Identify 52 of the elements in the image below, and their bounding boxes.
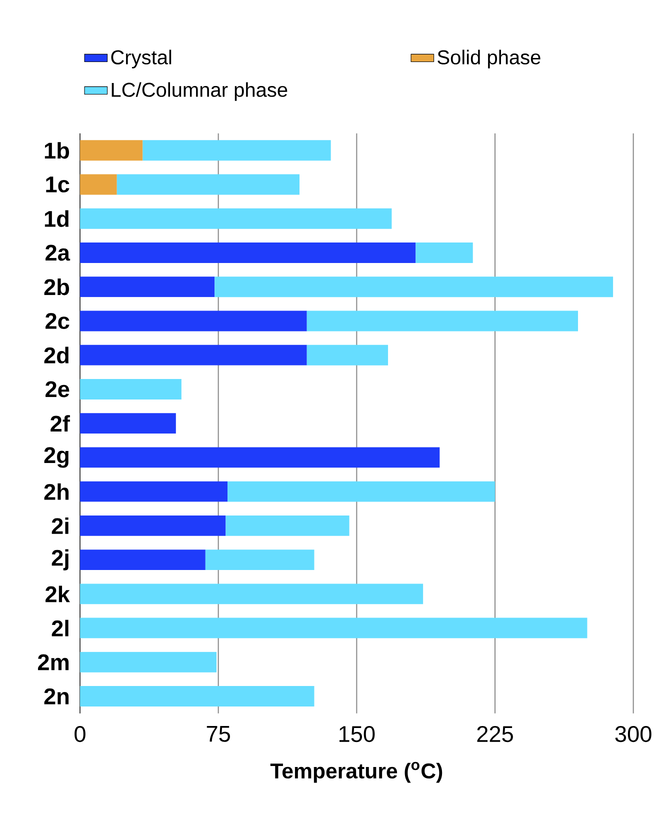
x-tick-label: 225: [477, 726, 513, 742]
y-tick-label: 2i: [52, 517, 68, 534]
bar: [80, 174, 117, 195]
bar: [80, 618, 588, 638]
bar: [80, 344, 307, 366]
x-axis-title: Temperature ($^{o}$C): [270, 762, 442, 783]
bar: [306, 310, 578, 332]
x-tick-label: 300: [615, 726, 652, 742]
y-tick-label: 1b: [44, 142, 70, 159]
bar: [80, 515, 226, 536]
bar: [228, 481, 496, 502]
y-tick-label: 2e: [46, 381, 70, 398]
y-tick-label: 2c: [46, 312, 70, 330]
legend-label: Crystal: [111, 50, 172, 68]
legend-label: Solid phase: [438, 50, 540, 68]
bar: [416, 242, 473, 263]
bar: [226, 515, 350, 536]
y-tick-label: 2j: [52, 549, 68, 570]
y-tick-label: 2b: [44, 278, 70, 296]
bar: [80, 378, 182, 400]
y-tick-label: 2f: [50, 415, 70, 432]
bar: [80, 481, 228, 502]
y-tick-label: 2n: [44, 688, 69, 704]
bar: [306, 344, 388, 366]
y-tick-label: 2a: [46, 244, 70, 261]
x-tick-label: 75: [206, 726, 230, 742]
y-tick-label: 2g: [44, 447, 68, 468]
bar: [116, 174, 300, 195]
bar: [80, 310, 307, 332]
legend-label: LC/Columnar phase: [112, 82, 288, 101]
y-tick-label: 2h: [44, 483, 69, 500]
y-tick-label: 2l: [52, 620, 68, 636]
y-tick-label: 1c: [46, 176, 70, 192]
x-tick-label: 0: [74, 726, 86, 742]
y-tick-label: 2m: [38, 654, 69, 670]
bar: [214, 276, 614, 298]
bar: [80, 413, 176, 434]
bar: [80, 686, 314, 707]
bar: [205, 550, 314, 570]
bar: [80, 140, 143, 161]
bar: [80, 584, 424, 604]
y-tick-label: 1d: [44, 210, 68, 227]
y-tick-label: 2d: [44, 346, 68, 364]
bar: [80, 550, 206, 570]
bar: [80, 208, 392, 229]
y-tick-label: 2k: [46, 586, 70, 602]
bar: [142, 140, 331, 161]
bar: [80, 447, 440, 468]
bar: [80, 276, 215, 298]
bar: [80, 652, 216, 672]
bar: [80, 242, 416, 263]
x-tick-label: 150: [339, 726, 375, 742]
